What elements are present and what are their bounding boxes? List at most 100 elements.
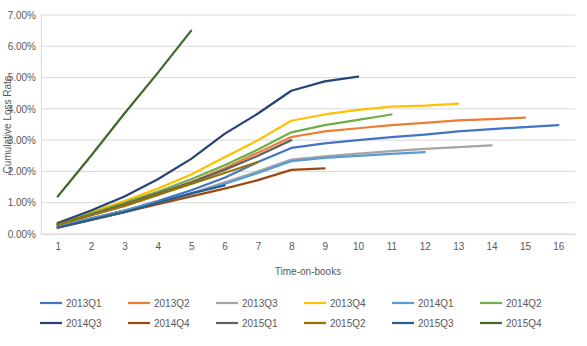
x-tick: 11 — [387, 234, 398, 252]
y-tick-label: 1.00% — [8, 197, 36, 208]
legend-swatch — [40, 302, 62, 304]
x-axis-title: Time-on-books — [275, 266, 341, 277]
x-tick: 10 — [353, 234, 365, 252]
lines — [58, 31, 559, 228]
y-tick: 1.00% — [8, 197, 41, 208]
legend-item: 2014Q3 — [40, 318, 102, 329]
y-tick: 0.00% — [8, 229, 41, 240]
y-tick: 6.00% — [8, 41, 41, 52]
legend-item: 2015Q1 — [216, 318, 278, 329]
legend-item: 2013Q4 — [304, 298, 366, 309]
series-line — [58, 118, 525, 225]
legend-item: 2014Q1 — [392, 298, 454, 309]
legend-swatch — [480, 322, 502, 324]
x-tick-label: 4 — [156, 241, 162, 252]
legend-label: 2014Q3 — [66, 318, 102, 329]
x-tick-label: 11 — [387, 241, 398, 252]
legend-swatch — [304, 302, 326, 304]
x-tick-label: 14 — [487, 241, 499, 252]
legend-item: 2013Q2 — [128, 298, 190, 309]
x-tick: 8 — [289, 234, 295, 252]
grid-line — [41, 140, 575, 141]
series-line — [58, 168, 325, 227]
x-tick-label: 12 — [420, 241, 432, 252]
y-axis-line — [41, 16, 42, 235]
x-tick: 12 — [420, 234, 432, 252]
x-tick-label: 10 — [353, 241, 365, 252]
series-line — [58, 162, 258, 225]
series-line — [58, 77, 358, 223]
y-tick: 7.00% — [8, 10, 41, 21]
legend-item: 2015Q2 — [304, 318, 366, 329]
legend-item: 2015Q4 — [480, 318, 542, 329]
x-tick: 2 — [89, 234, 95, 252]
x-axis: 12345678910111213141516 — [42, 234, 576, 252]
legend-item: 2013Q3 — [216, 298, 278, 309]
x-tick: 14 — [487, 234, 499, 252]
legend-swatch — [40, 322, 62, 324]
x-axis-line — [42, 234, 576, 235]
legend-item: 2014Q4 — [128, 318, 190, 329]
legend-label: 2015Q2 — [330, 318, 366, 329]
y-tick-label: 7.00% — [8, 10, 36, 21]
y-axis-title: Cumulative Loss Rate — [2, 75, 13, 173]
legend-label: 2013Q1 — [66, 298, 102, 309]
legend-label: 2013Q2 — [154, 298, 190, 309]
legend-label: 2014Q1 — [418, 298, 454, 309]
legend-swatch — [216, 322, 238, 324]
series-line — [58, 31, 192, 197]
legend-item: 2014Q2 — [480, 298, 542, 309]
x-tick-label: 9 — [322, 241, 328, 252]
grid-line — [41, 15, 575, 16]
legend-label: 2013Q3 — [242, 298, 278, 309]
legend-swatch — [392, 302, 414, 304]
x-tick: 7 — [256, 234, 262, 252]
legend-swatch — [304, 322, 326, 324]
x-tick-label: 7 — [256, 241, 262, 252]
legend-item: 2015Q3 — [392, 318, 454, 329]
x-tick: 16 — [553, 234, 565, 252]
x-tick-label: 1 — [55, 241, 61, 252]
x-tick: 4 — [156, 234, 162, 252]
legend-label: 2015Q4 — [506, 318, 542, 329]
legend-swatch — [392, 322, 414, 324]
legend-item: 2013Q1 — [40, 298, 102, 309]
chart: 0.00%1.00%2.00%3.00%4.00%5.00%6.00%7.00%… — [0, 0, 587, 346]
y-tick-label: 0.00% — [8, 229, 36, 240]
x-tick-label: 3 — [122, 241, 128, 252]
legend-swatch — [216, 302, 238, 304]
legend-label: 2015Q1 — [242, 318, 278, 329]
legend-swatch — [128, 322, 150, 324]
grid-line — [41, 77, 575, 78]
series-line — [58, 186, 225, 228]
legend-label: 2014Q2 — [506, 298, 542, 309]
plot-area: 0.00%1.00%2.00%3.00%4.00%5.00%6.00%7.00%… — [8, 10, 576, 252]
grid-line — [41, 108, 575, 109]
x-tick: 3 — [122, 234, 128, 252]
legend-swatch — [128, 302, 150, 304]
x-tick: 13 — [453, 234, 465, 252]
series-line — [58, 145, 492, 226]
y-tick-label: 6.00% — [8, 41, 36, 52]
legend: 2013Q1 2013Q2 2013Q3 2013Q4 2014Q1 2014Q2 2014… — [40, 298, 542, 329]
grid-line — [41, 171, 575, 172]
x-tick-label: 8 — [289, 241, 295, 252]
legend-label: 2013Q4 — [330, 298, 366, 309]
x-tick-label: 5 — [189, 241, 195, 252]
x-tick-label: 13 — [453, 241, 465, 252]
legend-label: 2014Q4 — [154, 318, 190, 329]
x-tick: 6 — [222, 234, 228, 252]
x-tick: 1 — [55, 234, 61, 252]
grid-line — [41, 234, 575, 235]
series-line — [58, 114, 392, 224]
grid-line — [41, 46, 575, 47]
legend-label: 2015Q3 — [418, 318, 454, 329]
x-tick-label: 6 — [222, 241, 228, 252]
legend-swatch — [480, 302, 502, 304]
x-tick-label: 15 — [520, 241, 532, 252]
x-tick: 15 — [520, 234, 532, 252]
grid — [41, 15, 575, 234]
x-tick: 5 — [189, 234, 195, 252]
x-tick-label: 2 — [89, 241, 95, 252]
x-tick: 9 — [322, 234, 328, 252]
